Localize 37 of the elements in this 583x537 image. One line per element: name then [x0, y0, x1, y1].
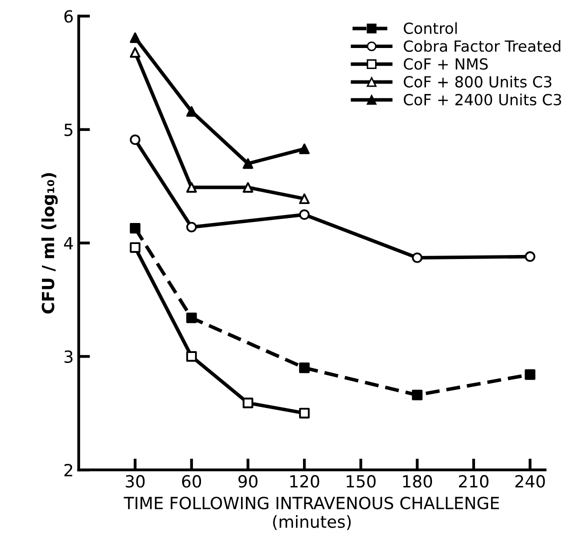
- legend-label: CoF + 2400 Units C3: [404, 94, 562, 106]
- point: [130, 32, 140, 43]
- point: [130, 222, 140, 234]
- point: [186, 312, 197, 324]
- y-tick-label: 5: [64, 124, 72, 136]
- point: [186, 106, 197, 117]
- point: [186, 182, 197, 193]
- point: [242, 158, 254, 169]
- legend-label: CoF + NMS: [404, 58, 488, 70]
- y-tick-label: 4: [64, 237, 73, 250]
- legend-label: Cobra Factor Treated: [404, 40, 560, 52]
- point: [524, 369, 536, 380]
- point: [242, 182, 254, 193]
- x-tick-label: 240: [515, 475, 545, 488]
- point: [130, 242, 140, 253]
- point: [242, 398, 254, 408]
- x-tick-label: 30: [126, 475, 145, 488]
- x-tick-label: 150: [346, 475, 376, 488]
- x-tick-label: 90: [238, 475, 258, 488]
- x-tick-label: 210: [458, 475, 488, 488]
- point: [299, 362, 310, 374]
- y-axis-title: CFU / ml (log₁₀): [41, 173, 58, 314]
- x-tick-label: 120: [290, 475, 320, 488]
- point: [412, 390, 423, 400]
- point: [299, 144, 310, 154]
- y-tick-label: 6: [64, 10, 73, 23]
- point: [186, 351, 197, 362]
- legend-label: CoF + 800 Units C3: [404, 76, 552, 88]
- point: [130, 47, 140, 58]
- legend-label: Control: [404, 22, 457, 34]
- x-tick-label: 180: [403, 475, 432, 488]
- point: [299, 193, 310, 204]
- point: [299, 408, 310, 418]
- x-axis-title: TIME FOLLOWING INTRAVENOUS CHALLENGE (minutes): [124, 496, 499, 530]
- x-tick-label: 60: [182, 475, 202, 488]
- y-tick-label: 3: [64, 350, 73, 364]
- y-tick-label: 2: [64, 464, 72, 476]
